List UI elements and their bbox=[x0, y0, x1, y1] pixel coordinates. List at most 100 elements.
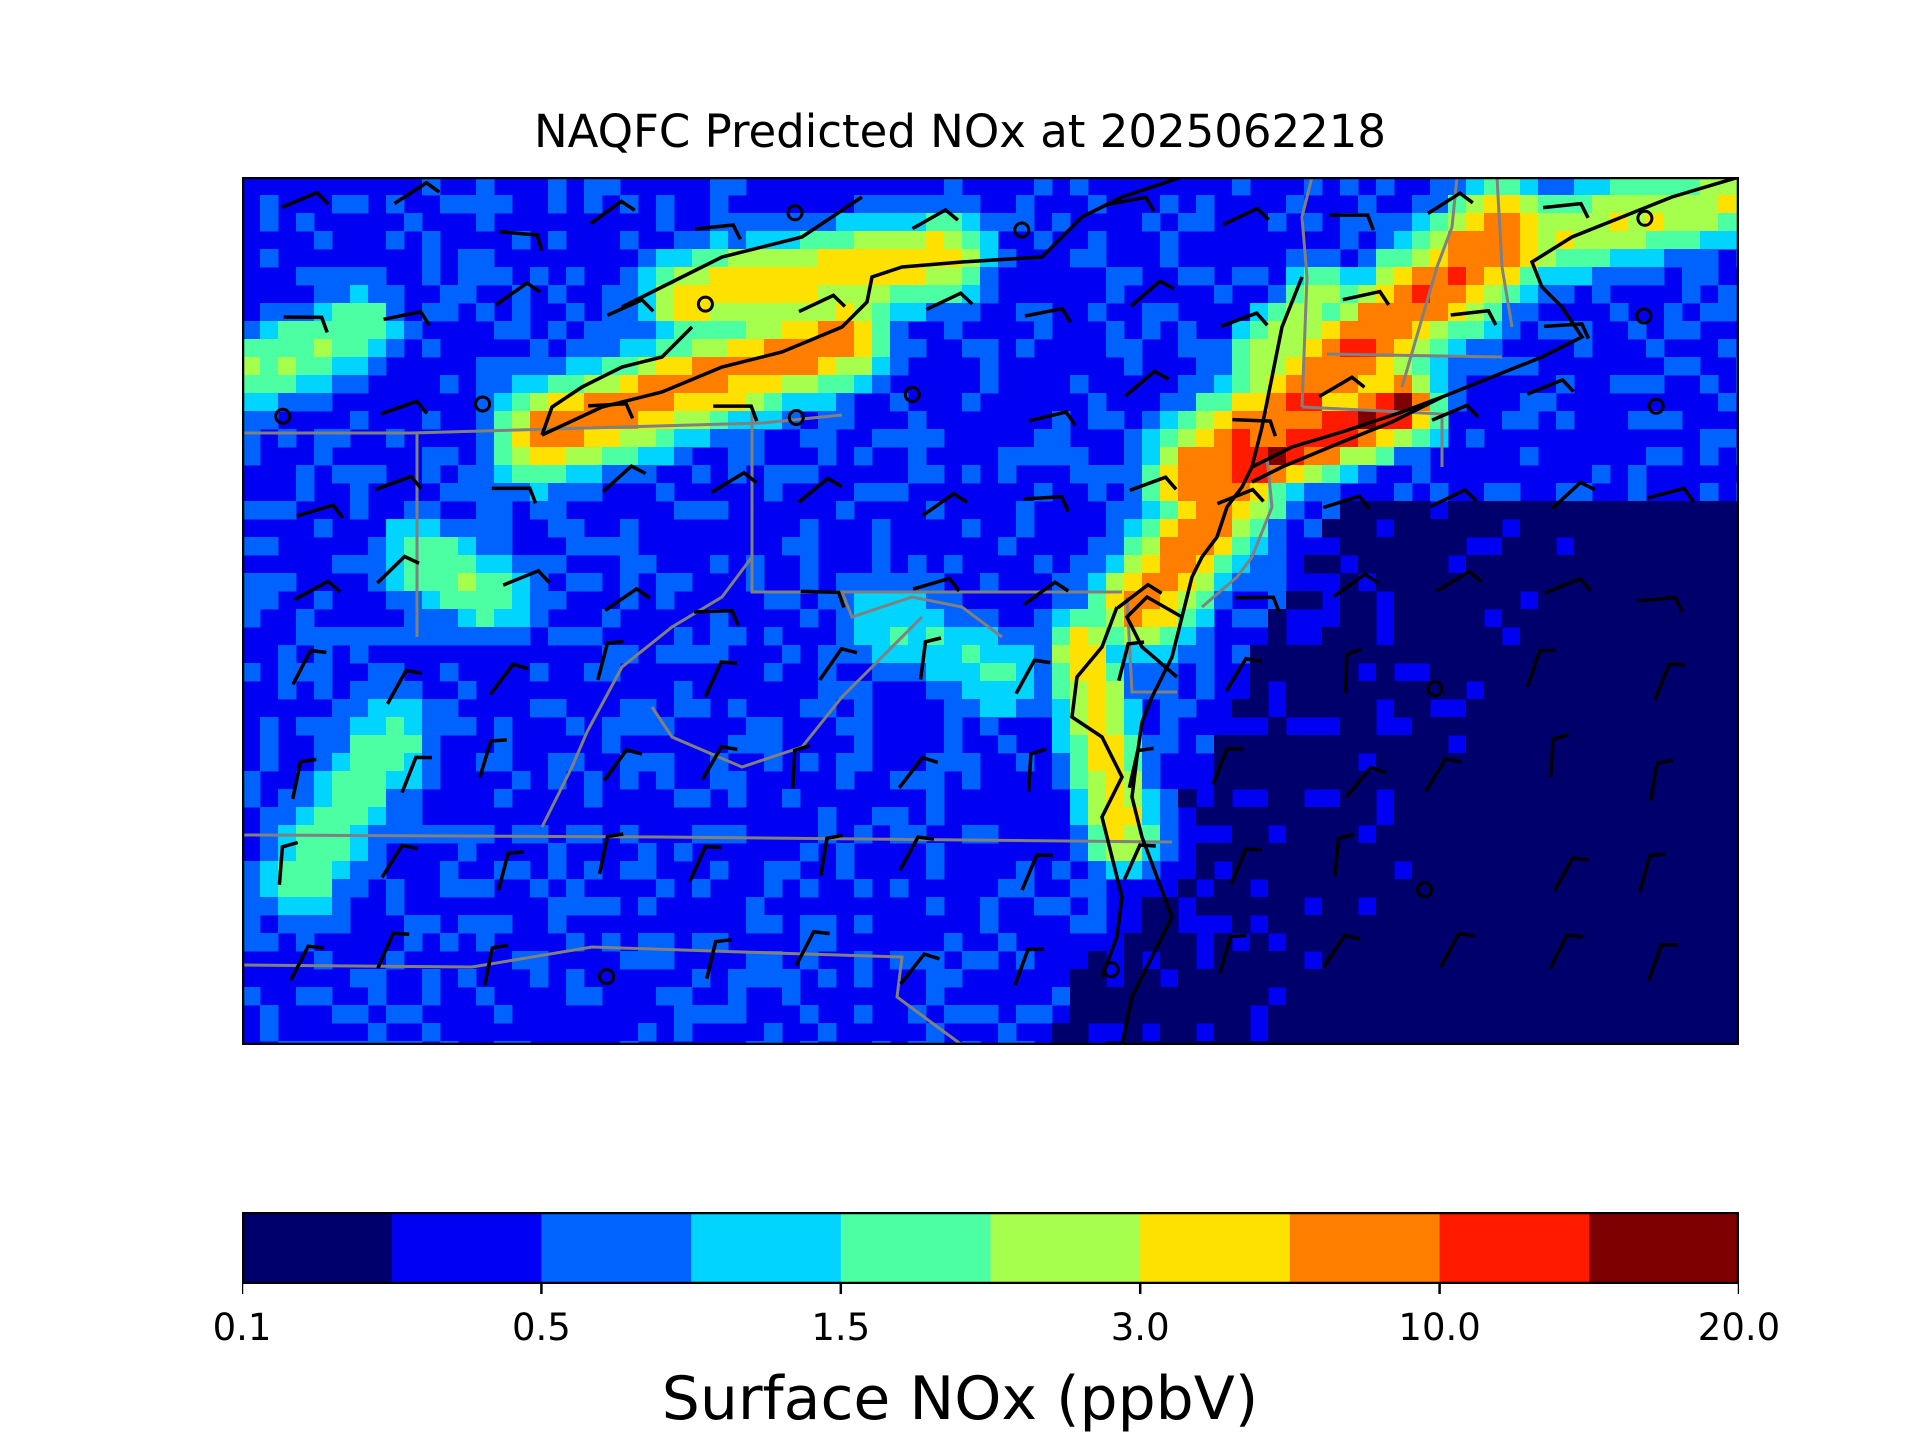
field-cell bbox=[602, 447, 621, 466]
field-cell bbox=[1466, 843, 1485, 862]
wind-barb bbox=[496, 850, 525, 891]
field-cell bbox=[1124, 861, 1143, 880]
field-cell bbox=[1466, 609, 1485, 628]
field-cell bbox=[1322, 555, 1341, 574]
field-cell bbox=[1214, 411, 1233, 430]
field-cell bbox=[1412, 825, 1431, 844]
wind-barb bbox=[1116, 582, 1163, 610]
field-cell bbox=[1052, 663, 1071, 682]
field-cell bbox=[1700, 249, 1719, 268]
field-cell bbox=[1718, 789, 1737, 808]
field-cell bbox=[260, 1023, 279, 1042]
field-cell bbox=[1376, 339, 1395, 358]
field-cell bbox=[1268, 843, 1287, 862]
field-cell bbox=[1394, 987, 1413, 1006]
field-cell bbox=[1430, 969, 1449, 988]
field-cell bbox=[1088, 555, 1107, 574]
field-cell bbox=[1232, 537, 1251, 556]
field-cell bbox=[800, 879, 819, 898]
lake-ontario-shore bbox=[540, 325, 694, 436]
field-cell bbox=[1196, 537, 1215, 556]
field-cell bbox=[566, 897, 585, 916]
delaware-bay bbox=[1124, 594, 1183, 679]
field-cell bbox=[818, 231, 837, 250]
field-cell bbox=[1610, 303, 1629, 322]
field-cell bbox=[422, 501, 441, 520]
field-cell bbox=[1700, 645, 1719, 664]
field-cell bbox=[638, 861, 657, 880]
field-cell bbox=[1430, 843, 1449, 862]
field-cell bbox=[296, 465, 315, 484]
field-cell bbox=[998, 213, 1017, 232]
field-cell bbox=[458, 555, 477, 574]
field-cell bbox=[1232, 699, 1251, 718]
field-cell bbox=[1070, 375, 1089, 394]
field-cell bbox=[1160, 501, 1179, 520]
field-cell bbox=[440, 285, 459, 304]
field-cell bbox=[1718, 735, 1737, 754]
field-cell bbox=[1322, 645, 1341, 664]
field-cell bbox=[836, 393, 855, 412]
field-cell bbox=[674, 843, 693, 862]
field-cell bbox=[1664, 969, 1683, 988]
field-cell bbox=[1448, 771, 1467, 790]
field-cell bbox=[1322, 879, 1341, 898]
field-cell bbox=[746, 213, 765, 232]
field-cell bbox=[620, 573, 639, 592]
field-cell bbox=[1628, 735, 1647, 754]
field-cell bbox=[1682, 195, 1701, 214]
field-cell bbox=[746, 573, 765, 592]
field-cell bbox=[1214, 969, 1233, 988]
field-cell bbox=[458, 195, 477, 214]
field-cell bbox=[1556, 1005, 1575, 1024]
field-cell bbox=[1484, 231, 1503, 250]
field-cell bbox=[530, 465, 549, 484]
map-panel[interactable] bbox=[242, 177, 1739, 1045]
field-cell bbox=[1232, 519, 1251, 538]
field-cell bbox=[242, 447, 261, 466]
field-cell bbox=[1124, 699, 1143, 718]
field-cell bbox=[1394, 789, 1413, 808]
field-cell bbox=[1322, 249, 1341, 268]
field-cell bbox=[1628, 699, 1647, 718]
wind-barb bbox=[1342, 289, 1391, 306]
field-cell bbox=[566, 717, 585, 736]
field-cell bbox=[800, 321, 819, 340]
field-cell bbox=[1538, 231, 1557, 250]
field-cell bbox=[1502, 213, 1521, 232]
field-cell bbox=[1520, 555, 1539, 574]
field-cell bbox=[1610, 555, 1629, 574]
field-cell bbox=[1484, 879, 1503, 898]
field-cell bbox=[1466, 591, 1485, 610]
field-cell bbox=[1448, 321, 1467, 340]
field-cell bbox=[1556, 249, 1575, 268]
field-cell bbox=[1178, 627, 1197, 646]
field-cell bbox=[890, 663, 909, 682]
field-cell bbox=[1556, 555, 1575, 574]
field-cell bbox=[1430, 897, 1449, 916]
field-cell bbox=[404, 933, 423, 952]
field-cell bbox=[728, 429, 747, 448]
field-cell bbox=[548, 447, 567, 466]
field-cell bbox=[1664, 573, 1683, 592]
wind-barb bbox=[488, 662, 529, 696]
field-cell bbox=[1682, 825, 1701, 844]
field-cell bbox=[494, 519, 513, 538]
field-cell bbox=[638, 465, 657, 484]
wind-barb bbox=[1216, 487, 1265, 506]
field-cell bbox=[314, 735, 333, 754]
wind-barb bbox=[688, 844, 722, 883]
field-cell bbox=[1304, 519, 1323, 538]
field-cell bbox=[494, 357, 513, 376]
field-cell bbox=[476, 249, 495, 268]
field-cell bbox=[1484, 555, 1503, 574]
field-cell bbox=[854, 249, 873, 268]
field-cell bbox=[422, 717, 441, 736]
field-cell bbox=[710, 645, 729, 664]
field-cell bbox=[1484, 861, 1503, 880]
wind-barb bbox=[1107, 195, 1156, 212]
field-cell bbox=[1358, 609, 1377, 628]
field-cell bbox=[476, 825, 495, 844]
field-cell bbox=[1394, 249, 1413, 268]
field-cell bbox=[1394, 807, 1413, 826]
